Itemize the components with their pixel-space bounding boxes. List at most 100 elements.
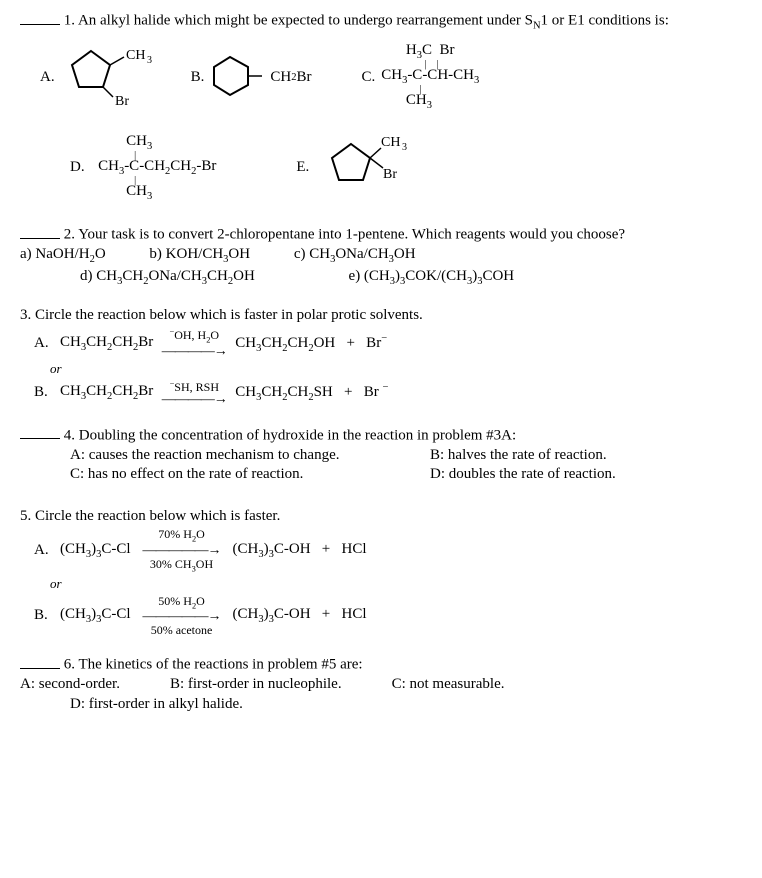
q3-num: 3. bbox=[20, 307, 31, 323]
q2-e[interactable]: e) (CH3)3COK/(CH3)3COH bbox=[349, 268, 515, 284]
q1-blank[interactable] bbox=[20, 10, 60, 25]
d-m7: -Br bbox=[196, 158, 216, 174]
q1-opt-a[interactable]: A. CH 3 Br bbox=[40, 39, 151, 116]
q2: 2. Your task is to convert 2-chloropenta… bbox=[20, 224, 742, 288]
q1-opt-c[interactable]: C. H3C Br | | CH3-C-CH-CH3 | CH3 bbox=[361, 42, 479, 112]
q1-opt-e[interactable]: E. CH 3 Br bbox=[296, 130, 412, 207]
q4-d[interactable]: D: doubles the rate of reaction. bbox=[430, 465, 616, 485]
q4: 4. Doubling the concentration of hydroxi… bbox=[20, 425, 742, 485]
q1-b-label: B. bbox=[191, 68, 205, 88]
c-b2: 3 bbox=[427, 100, 432, 111]
c-b1: CH bbox=[406, 92, 427, 108]
q3-a-reactant: CH3CH2CH2Br bbox=[60, 333, 153, 355]
q1-d-structure: CH3 | CH3-C-CH2CH2-Br | CH3 bbox=[98, 133, 216, 203]
q2-blank[interactable] bbox=[20, 224, 60, 239]
q5: 5. Circle the reaction below which is fa… bbox=[20, 507, 742, 637]
q1: 1. An alkyl halide which might be expect… bbox=[20, 10, 742, 206]
q1-row2: D. CH3 | CH3-C-CH2CH2-Br | CH3 E. CH 3 B… bbox=[70, 130, 742, 207]
q5-a-label: A. bbox=[34, 541, 60, 561]
d-m1: CH bbox=[98, 158, 119, 174]
q4-stem-row: 4. Doubling the concentration of hydroxi… bbox=[20, 425, 742, 446]
d-b1: CH bbox=[126, 183, 147, 199]
q1-opt-b[interactable]: B. CH2Br bbox=[191, 49, 312, 106]
q3-rxn-a[interactable]: A. CH3CH2CH2Br −OH, H2O ————→ CH3CH2CH2O… bbox=[34, 328, 742, 359]
c-t1: H bbox=[406, 42, 417, 58]
q2-num: 2. bbox=[64, 227, 75, 243]
q4-b[interactable]: B: halves the rate of reaction. bbox=[430, 446, 607, 466]
q1-row1: A. CH 3 Br B. CH2Br bbox=[40, 39, 742, 116]
c-t4: Br bbox=[440, 42, 455, 58]
q5-rxn-a[interactable]: A. (CH3)3C-Cl 70% H2O —————→ 30% CH3OH (… bbox=[34, 528, 742, 574]
q3-stem: 3. Circle the reaction below which is fa… bbox=[20, 306, 742, 326]
q2-c[interactable]: c) CH3ONa/CH3OH bbox=[294, 246, 416, 262]
q2-d[interactable]: d) CH3CH2ONa/CH3CH2OH bbox=[80, 268, 255, 284]
q5-b-prod: (CH3)3C-OH + HCl bbox=[233, 605, 367, 627]
q2-stem: 2. Your task is to convert 2-chloropenta… bbox=[20, 224, 742, 245]
q4-blank[interactable] bbox=[20, 425, 60, 440]
q1-text-a: An alkyl halide which might be expected … bbox=[78, 13, 533, 29]
q1-a-label: A. bbox=[40, 68, 55, 88]
q5-rxn-b[interactable]: B. (CH3)3C-Cl 50% H2O —————→ 50% acetone… bbox=[34, 595, 742, 637]
q4-a[interactable]: A: causes the reaction mechanism to chan… bbox=[70, 446, 430, 466]
q1-e-structure: CH 3 Br bbox=[323, 130, 413, 207]
q3: 3. Circle the reaction below which is fa… bbox=[20, 306, 742, 406]
q3-or: or bbox=[50, 361, 742, 378]
q3-b-product: CH3CH2CH2SH + Br − bbox=[235, 381, 388, 405]
q3-a-label: A. bbox=[34, 334, 60, 354]
q6-row2: D: first-order in alkyl halide. bbox=[70, 695, 742, 715]
svg-text:3: 3 bbox=[402, 142, 407, 153]
d-t1: CH bbox=[126, 133, 147, 149]
d-m3: -C-CH bbox=[124, 158, 165, 174]
q3-a-product: CH3CH2CH2OH + Br− bbox=[235, 332, 387, 356]
q2-text: Your task is to convert 2-chloropentane … bbox=[78, 227, 625, 243]
q2-opts-row1: a) NaOH/H2O b) KOH/CH3OH c) CH3ONa/CH3OH bbox=[20, 245, 742, 267]
q5-b-reactant: (CH3)3C-Cl bbox=[60, 605, 131, 627]
q1-b-structure bbox=[210, 49, 270, 106]
svg-text:Br: Br bbox=[115, 94, 129, 109]
q3-b-arrow: −SH, RSH ————→ bbox=[159, 380, 229, 407]
q2-opts-row2: d) CH3CH2ONa/CH3CH2OH e) (CH3)3COK/(CH3)… bbox=[80, 267, 742, 289]
svg-text:Br: Br bbox=[383, 167, 397, 182]
q1-opt-d[interactable]: D. CH3 | CH3-C-CH2CH2-Br | CH3 bbox=[70, 133, 216, 203]
q5-stem: 5. Circle the reaction below which is fa… bbox=[20, 507, 742, 527]
q1-a-structure: CH 3 Br bbox=[61, 39, 151, 116]
q6-blank[interactable] bbox=[20, 654, 60, 669]
q1-sn-sub: N bbox=[533, 21, 541, 32]
q3-rxn-b[interactable]: B. CH3CH2CH2Br −SH, RSH ————→ CH3CH2CH2S… bbox=[34, 380, 742, 407]
q4-row2: C: has no effect on the rate of reaction… bbox=[70, 465, 742, 485]
q1-d-label: D. bbox=[70, 158, 85, 178]
q5-or: or bbox=[50, 576, 742, 593]
d-b2: 3 bbox=[147, 191, 152, 202]
q3-a-arrow: −OH, H2O ————→ bbox=[159, 328, 229, 359]
q2-b[interactable]: b) KOH/CH3OH bbox=[149, 246, 250, 262]
q6-stem: 6. The kinetics of the reactions in prob… bbox=[20, 654, 742, 675]
q2-a[interactable]: a) NaOH/H2O bbox=[20, 246, 106, 262]
d-t2: 3 bbox=[147, 141, 152, 152]
c-m4: 3 bbox=[474, 75, 479, 86]
q6-row1: A: second-order. B: first-order in nucle… bbox=[20, 675, 742, 695]
q5-b-arrow: 50% H2O —————→ 50% acetone bbox=[137, 595, 227, 637]
q1-c-structure: H3C Br | | CH3-C-CH-CH3 | CH3 bbox=[381, 42, 479, 112]
q6-a[interactable]: A: second-order. bbox=[20, 675, 120, 695]
q4-num: 4. bbox=[64, 427, 75, 443]
q5-text: Circle the reaction below which is faste… bbox=[35, 508, 280, 524]
q3-b-reactant: CH3CH2CH2Br bbox=[60, 382, 153, 404]
q1-b-br: Br bbox=[296, 68, 311, 88]
q6-text: The kinetics of the reactions in problem… bbox=[78, 657, 362, 673]
c-m3: -C-CH-CH bbox=[407, 67, 474, 83]
q6-d[interactable]: D: first-order in alkyl halide. bbox=[70, 695, 742, 715]
q5-a-prod: (CH3)3C-OH + HCl bbox=[233, 540, 367, 562]
svg-text:CH: CH bbox=[381, 135, 400, 150]
q4-c[interactable]: C: has no effect on the rate of reaction… bbox=[70, 465, 430, 485]
q6-num: 6. bbox=[64, 657, 75, 673]
q5-a-arrow: 70% H2O —————→ 30% CH3OH bbox=[137, 528, 227, 574]
q6-c[interactable]: C: not measurable. bbox=[392, 675, 505, 695]
c-t3: C bbox=[422, 42, 432, 58]
q1-text-b: 1 or E1 conditions is: bbox=[541, 13, 669, 29]
q5-num: 5. bbox=[20, 508, 31, 524]
q6-b[interactable]: B: first-order in nucleophile. bbox=[170, 675, 342, 695]
q1-e-label: E. bbox=[296, 158, 309, 178]
q3-text: Circle the reaction below which is faste… bbox=[35, 307, 423, 323]
q4-text: Doubling the concentration of hydroxide … bbox=[79, 427, 516, 443]
svg-text:CH: CH bbox=[126, 48, 145, 63]
